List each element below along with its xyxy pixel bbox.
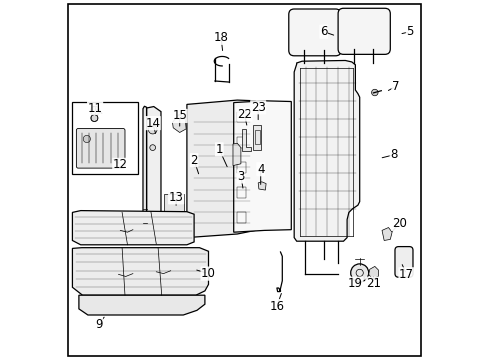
Bar (236, 137, 245, 148)
Text: 14: 14 (145, 117, 160, 130)
Polygon shape (186, 100, 255, 238)
FancyBboxPatch shape (288, 9, 340, 56)
Text: 16: 16 (269, 300, 284, 312)
Circle shape (148, 125, 157, 134)
Polygon shape (72, 211, 194, 245)
Polygon shape (294, 60, 359, 241)
Text: 13: 13 (168, 191, 183, 204)
Text: 2: 2 (190, 154, 198, 167)
Text: 8: 8 (389, 148, 397, 161)
Polygon shape (72, 248, 208, 295)
Text: 12: 12 (113, 158, 127, 171)
Circle shape (91, 114, 98, 122)
Text: 3: 3 (237, 170, 244, 183)
Polygon shape (232, 143, 241, 166)
Bar (163, 194, 184, 221)
Text: 7: 7 (391, 80, 399, 93)
FancyBboxPatch shape (394, 247, 412, 277)
Text: 1: 1 (215, 143, 223, 156)
Circle shape (371, 89, 377, 96)
FancyBboxPatch shape (76, 129, 125, 168)
Polygon shape (253, 125, 260, 150)
Text: 11: 11 (87, 102, 102, 114)
Text: 4: 4 (256, 163, 264, 176)
Bar (236, 162, 245, 173)
Text: 9: 9 (95, 318, 102, 330)
Circle shape (90, 106, 100, 116)
Text: 22: 22 (237, 108, 251, 121)
Text: 17: 17 (398, 268, 413, 281)
Polygon shape (258, 182, 265, 190)
FancyBboxPatch shape (337, 8, 389, 54)
Circle shape (350, 264, 368, 282)
Bar (254, 130, 259, 144)
Text: 23: 23 (250, 101, 265, 114)
Circle shape (83, 135, 90, 143)
Text: 18: 18 (213, 31, 228, 44)
Polygon shape (242, 129, 250, 151)
Polygon shape (233, 101, 291, 232)
Polygon shape (142, 106, 146, 238)
Polygon shape (368, 266, 378, 279)
Polygon shape (79, 295, 204, 315)
Polygon shape (381, 228, 391, 240)
Bar (236, 187, 245, 198)
Text: 19: 19 (347, 277, 362, 290)
Text: 5: 5 (406, 25, 413, 38)
Text: 21: 21 (365, 277, 380, 290)
Polygon shape (172, 114, 186, 132)
Bar (236, 112, 245, 122)
Circle shape (149, 145, 155, 150)
Bar (72, 102, 138, 174)
Bar (236, 212, 245, 223)
Text: 15: 15 (172, 109, 187, 122)
Text: 20: 20 (391, 217, 406, 230)
Polygon shape (146, 107, 161, 238)
Text: 6: 6 (319, 25, 327, 38)
Text: 10: 10 (201, 267, 216, 280)
